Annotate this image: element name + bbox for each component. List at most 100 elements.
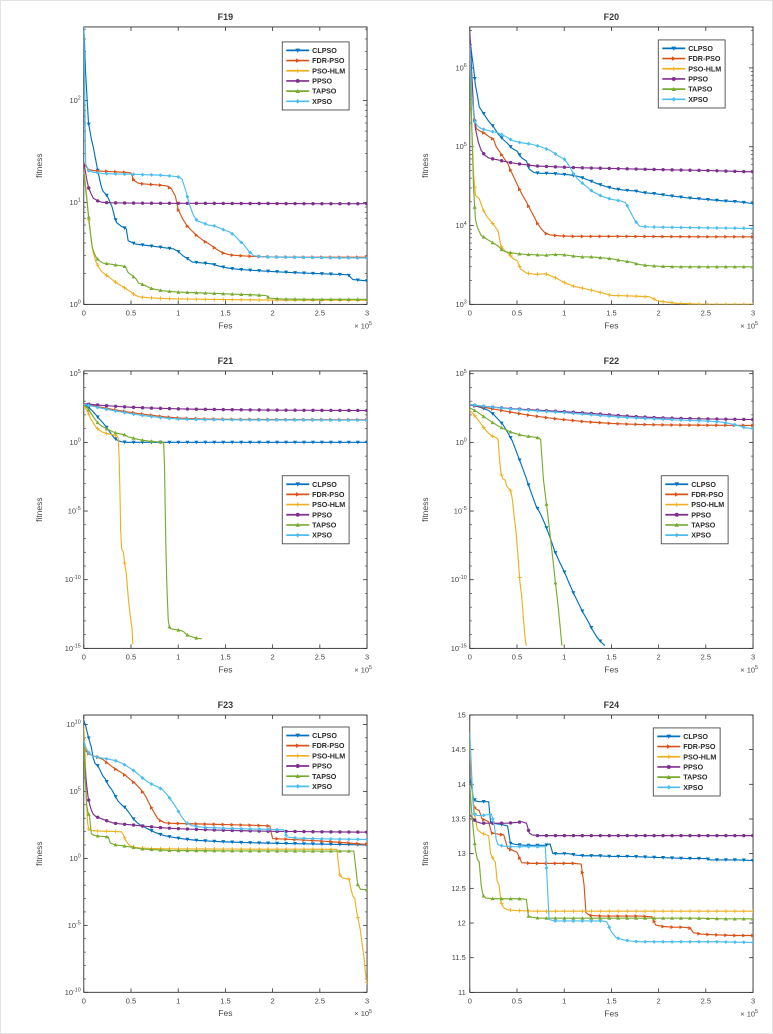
y-axis-label: fitness [419,497,429,521]
legend: CLPSO FDR-PSO PSO-HLM PPSO TAPSO XPSO [657,39,726,109]
x-tick-label: 2 [271,308,275,317]
series-markers-TAPSO [472,205,753,269]
chart-F24: 0 0.5 1 1.5 2 2.5 3 11 11.5 12 12.5 13 13.5 14 14.5 15 F… [387,689,773,1033]
series-markers-CLPSO [472,77,753,206]
chart-F21-canvas: 0 0.5 1 1.5 2 2.5 3 10-15 10-10 10-5 100 105 F21 Fes f… [34,356,372,674]
chart-F23-canvas: 0 0.5 1 1.5 2 2.5 3 10-10 10-5 100 105 1010 F23 Fes fi… [34,700,372,1018]
series-line-XPSO [83,740,368,840]
legend-label: PPSO [312,78,332,86]
plot-series [469,732,753,945]
x-tick-label: 1 [176,308,180,317]
series-line-PPSO [469,30,753,173]
legend-label: XPSO [312,98,332,106]
plot-series [83,720,368,985]
legend-label: PSO-HLM [312,752,345,760]
series-markers-FDR-PSO [87,167,368,260]
x-tick-label: 0 [467,308,471,317]
y-tick-label: 11.5 [451,953,465,962]
x-axis-label: Fes [604,664,618,674]
chart-F19: 0 0.5 1 1.5 2 2.5 3 100 101 102 F19 Fes fitness × 105… [1,1,387,345]
series-markers-PPSO [472,818,753,838]
legend-label: PSO-HLM [312,501,345,509]
legend-label: FDR-PSO [312,742,345,750]
legend-label: XPSO [683,784,703,792]
series-line-CLPSO [469,403,605,646]
x-tick-label: 0.5 [126,652,136,661]
legend-label: XPSO [688,96,708,104]
chart-title: F19 [218,12,233,22]
series-line-PSO-HLM [83,169,368,301]
y-tick-label: 10-5 [68,921,81,930]
series-markers-PPSO [472,119,753,174]
x-tick-label: 1.5 [220,652,230,661]
y-tick-label: 14.5 [451,745,466,754]
series-markers-PSO-HLM [472,413,522,580]
legend-label: CLPSO [312,47,337,55]
legend-label: PSO-HLM [683,753,716,761]
series-markers-TAPSO [472,841,753,921]
legend-label: XPSO [312,783,332,791]
x-tick-label: 2 [271,652,275,661]
y-tick-label: 10-5 [68,506,81,515]
x-tick-label: 2 [656,996,660,1005]
y-tick-label: 105 [455,142,466,151]
x-tick-label: 2.5 [315,996,325,1005]
y-axis-label: fitness [34,841,44,865]
axes-F22: 0 0.5 1 1.5 2 2.5 3 10-15 10-10 10-5 100 105 [450,369,754,661]
series-line-PPSO [83,161,368,205]
y-tick-label: 104 [455,221,466,230]
x-tick-label: 1 [176,652,180,661]
x-tick-label: 3 [750,996,754,1005]
series-markers-PSO-HLM [472,185,753,305]
y-axis-label: fitness [34,153,44,177]
y-tick-label: 12 [457,919,465,928]
y-tick-label: 10-10 [450,575,466,584]
series-markers-TAPSO [86,215,368,301]
series-markers-CLPSO [86,405,368,445]
legend-label: TAPSO [312,522,337,530]
x-axis-label: Fes [604,320,618,330]
y-tick-label: 100 [69,300,80,309]
series-markers-PSO-HLM [472,811,753,914]
legend-label: FDR-PSO [312,491,345,499]
legend-label: TAPSO [312,773,337,781]
y-tick-label: 1010 [66,720,80,729]
legend-label: CLPSO [683,733,708,741]
x-tick-label: 2 [656,308,660,317]
x-scale-exponent-label: × 105 [354,1009,372,1018]
series-markers-PPSO [87,186,368,206]
x-scale-exponent-label: × 105 [740,321,758,330]
series-markers-XPSO [472,119,753,231]
series-line-PSO-HLM [469,410,527,646]
chart-title: F24 [603,700,618,710]
x-tick-label: 0 [82,308,86,317]
x-tick-label: 3 [365,308,369,317]
x-tick-label: 2.5 [700,652,710,661]
x-axis-label: Fes [218,664,232,674]
legend-label: PPSO [683,764,703,772]
legend-label: FDR-PSO [688,55,721,63]
x-scale-exponent-label: × 105 [740,1009,758,1018]
series-markers-TAPSO [86,408,199,640]
y-tick-label: 100 [455,438,466,447]
axes-F21: 0 0.5 1 1.5 2 2.5 3 10-15 10-10 10-5 100 105 [65,369,369,661]
x-tick-label: 2.5 [315,652,325,661]
legend: CLPSO FDR-PSO PSO-HLM PPSO TAPSO XPSO [281,475,350,545]
x-scale-exponent-label: × 105 [354,665,372,674]
legend-label: TAPSO [312,88,337,96]
x-tick-label: 0.5 [511,652,521,661]
y-tick-label: 14 [457,780,465,789]
series-markers-CLPSO [472,404,602,644]
x-tick-label: 1 [562,996,566,1005]
series-line-TAPSO [83,171,368,300]
legend-label: XPSO [312,532,332,540]
legend-label: TAPSO [688,86,713,94]
x-axis-label: Fes [218,1008,232,1018]
legend-label: CLPSO [688,45,713,53]
x-tick-label: 0 [467,652,471,661]
chart-title: F20 [603,12,618,22]
x-tick-label: 3 [365,996,369,1005]
x-tick-label: 2 [656,652,660,661]
series-markers-XPSO [472,403,753,431]
